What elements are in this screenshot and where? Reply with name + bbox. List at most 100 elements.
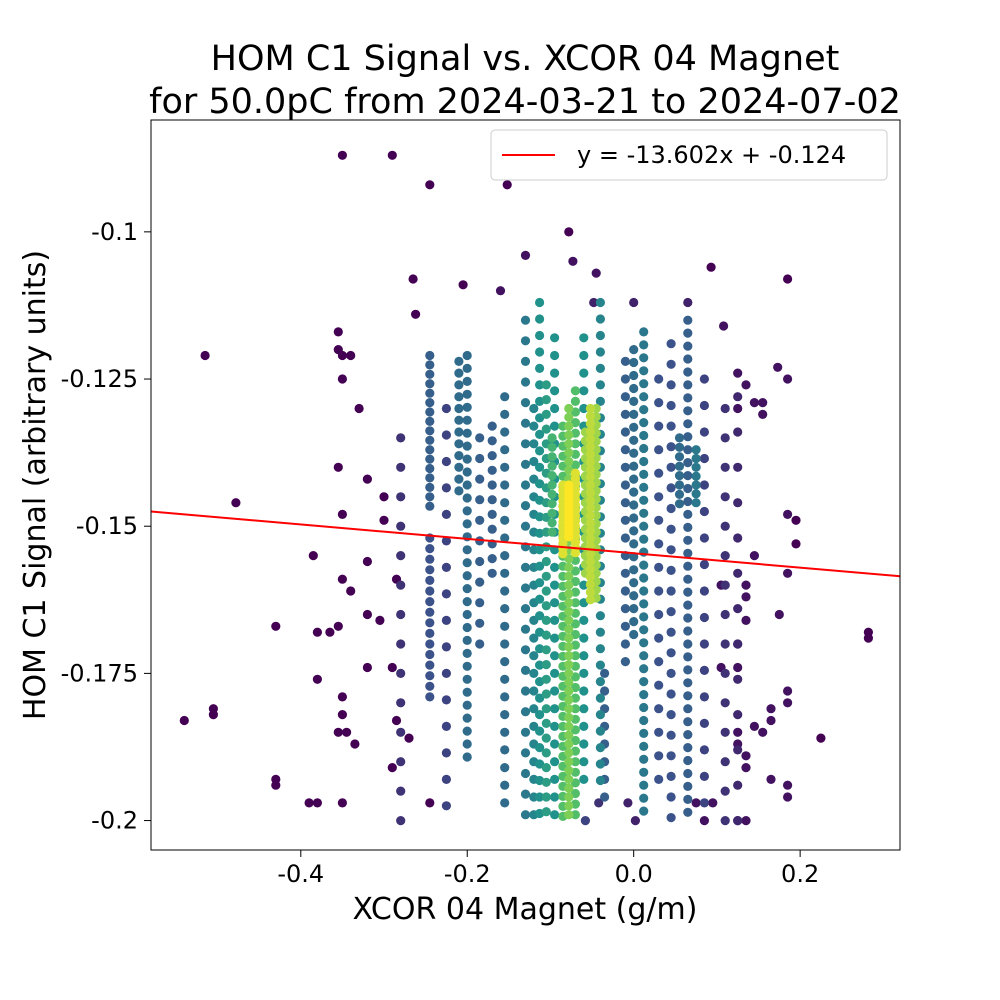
data-point — [654, 468, 664, 478]
data-point — [454, 380, 464, 390]
data-point — [564, 721, 574, 732]
data-point — [500, 462, 510, 472]
data-point — [541, 777, 551, 787]
data-point — [585, 403, 596, 414]
data-point — [541, 674, 551, 684]
data-point — [683, 380, 693, 390]
data-point — [564, 456, 574, 467]
data-point — [500, 657, 510, 667]
data-point — [462, 571, 472, 581]
data-point — [541, 792, 551, 802]
data-point — [396, 639, 406, 649]
data-point — [550, 615, 560, 626]
data-point — [535, 660, 545, 670]
data-point — [541, 733, 551, 743]
data-point — [200, 350, 210, 361]
data-point — [579, 686, 589, 696]
data-point — [396, 609, 406, 620]
data-point — [208, 710, 218, 720]
data-point — [441, 509, 451, 519]
data-point — [362, 609, 372, 620]
data-point — [337, 350, 347, 361]
data-point — [550, 333, 560, 343]
data-point — [520, 521, 531, 531]
data-point — [691, 445, 701, 455]
data-point — [425, 671, 435, 681]
data-point — [620, 586, 631, 596]
data-point — [500, 692, 510, 702]
data-point — [462, 428, 472, 438]
data-point — [379, 515, 389, 525]
data-point — [487, 480, 497, 490]
data-point — [733, 368, 743, 378]
data-point — [520, 686, 531, 696]
data-point — [535, 347, 545, 357]
data-point — [337, 374, 347, 384]
data-point — [629, 357, 639, 368]
data-point — [425, 445, 435, 455]
data-point — [487, 495, 497, 505]
data-point — [766, 715, 776, 726]
data-point — [425, 544, 435, 554]
data-point — [683, 432, 693, 442]
data-point — [454, 356, 464, 366]
data-point — [541, 645, 551, 655]
data-point — [462, 415, 472, 425]
data-point — [720, 816, 730, 826]
data-point — [441, 403, 451, 414]
data-point — [350, 739, 360, 749]
data-point — [683, 807, 693, 817]
data-point — [733, 662, 743, 673]
data-point — [666, 524, 676, 534]
data-point — [520, 439, 531, 449]
data-point — [666, 607, 676, 617]
data-point — [629, 370, 639, 381]
data-point — [733, 533, 743, 543]
data-point — [579, 615, 589, 626]
data-point — [620, 657, 631, 667]
data-point — [500, 763, 510, 773]
data-point — [564, 783, 574, 793]
data-point — [741, 580, 751, 590]
data-point — [362, 474, 372, 484]
data-point — [666, 648, 676, 658]
data-point — [699, 798, 710, 808]
data-point — [639, 469, 649, 479]
data-point — [639, 586, 649, 596]
data-point — [502, 180, 512, 190]
data-point — [535, 710, 545, 720]
data-point — [408, 274, 418, 284]
data-point — [791, 515, 801, 525]
data-point — [564, 580, 574, 590]
data-point — [333, 621, 343, 631]
data-point — [654, 633, 664, 643]
data-point — [683, 458, 693, 468]
data-point — [487, 524, 497, 534]
data-point — [683, 587, 693, 597]
data-point — [620, 498, 631, 508]
data-point — [666, 710, 676, 720]
data-point — [629, 552, 639, 562]
data-point — [564, 704, 574, 714]
data-point — [629, 448, 639, 458]
data-point — [396, 786, 406, 796]
data-point — [654, 774, 664, 785]
data-point — [666, 359, 676, 369]
data-point — [520, 707, 531, 717]
data-point — [547, 489, 557, 499]
data-point — [500, 586, 510, 596]
data-point — [379, 492, 389, 502]
data-point — [733, 568, 743, 578]
data-point — [325, 627, 335, 637]
data-point — [733, 403, 743, 414]
data-point — [773, 362, 783, 372]
data-point — [425, 565, 435, 575]
data-point — [629, 422, 639, 432]
data-point — [629, 383, 639, 394]
data-point — [591, 268, 601, 278]
data-point — [425, 180, 435, 190]
data-point — [304, 798, 314, 808]
plot-frame — [150, 119, 901, 851]
data-point — [639, 715, 649, 726]
